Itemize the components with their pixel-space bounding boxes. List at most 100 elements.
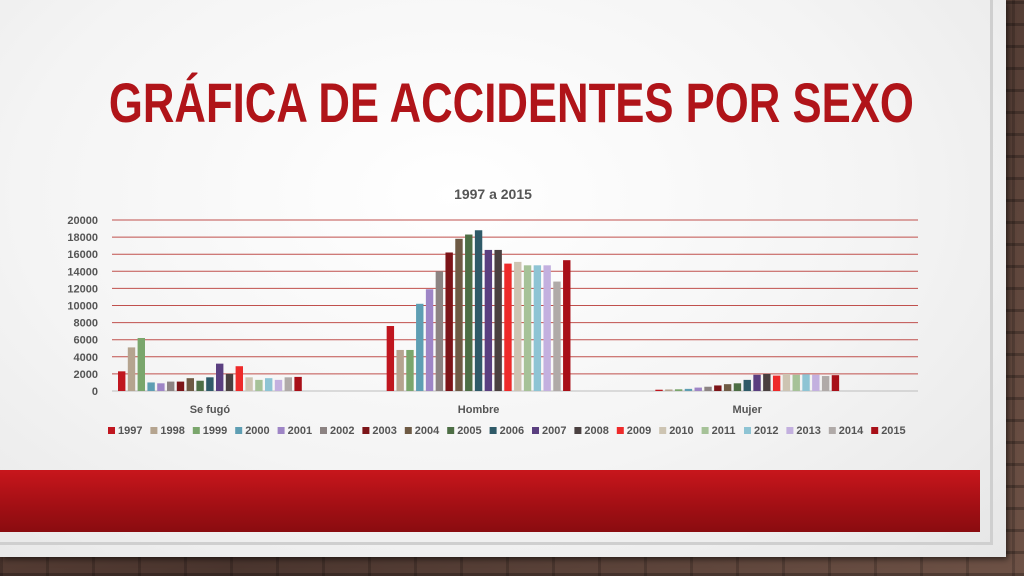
bar-2004-hombre (455, 238, 463, 391)
bar-2014-se-fugó (284, 377, 292, 391)
bars (118, 230, 840, 391)
bar-2009-se-fugó (235, 366, 243, 391)
y-tick-label: 16000 (67, 249, 98, 261)
bar-2013-hombre (543, 265, 551, 391)
y-tick-label: 18000 (67, 232, 98, 244)
y-tick-label: 14000 (67, 266, 98, 278)
legend-label: 2003 (372, 425, 396, 437)
bar-1999-hombre (406, 349, 414, 391)
x-category-label: Mujer (733, 404, 763, 416)
legend-label: 2012 (754, 425, 778, 437)
bar-2000-se-fugó (147, 382, 155, 391)
bar-2006-se-fugó (206, 377, 214, 391)
legend-label: 2000 (245, 425, 269, 437)
bar-2013-se-fugó (274, 379, 283, 391)
bar-2005-hombre (465, 234, 473, 391)
chart-title: 1997 a 2015 (454, 186, 532, 202)
bar-2003-hombre (445, 252, 453, 391)
bar-2011-se-fugó (255, 379, 263, 391)
legend-swatch (616, 427, 624, 434)
bar-2010-hombre (514, 261, 522, 391)
y-tick-label: 12000 (67, 283, 98, 295)
legend-swatch (447, 427, 455, 434)
bar-2001-hombre (425, 289, 434, 391)
bar-2001-mujer (694, 387, 702, 391)
bar-2007-hombre (484, 249, 493, 391)
legend-swatch (404, 427, 412, 434)
bar-2006-mujer (743, 379, 751, 391)
bar-2005-mujer (733, 383, 742, 391)
legend-swatch (320, 427, 327, 434)
legend-label: 1999 (203, 425, 227, 437)
legend-label: 2008 (584, 425, 608, 437)
y-tick-label: 0 (92, 386, 98, 398)
bar-2003-se-fugó (176, 381, 185, 391)
bar-2002-mujer (704, 386, 712, 391)
legend-swatch (532, 427, 539, 434)
legend-swatch (192, 427, 200, 434)
bar-1999-mujer (674, 389, 683, 391)
bar-2003-mujer (714, 385, 722, 391)
legend-label: 2004 (415, 425, 440, 437)
bar-1998-se-fugó (127, 347, 136, 391)
bar-2002-se-fugó (167, 381, 175, 391)
bar-2012-mujer (802, 374, 810, 391)
legend: 1997 1998 1999 2000 2001 2002 2003 2004 2005 2006… (108, 425, 906, 437)
legend-swatch (871, 427, 879, 434)
bar-2009-mujer (772, 375, 781, 391)
bar-2011-hombre (523, 265, 532, 391)
legend-label: 2013 (796, 425, 820, 437)
slide-title: GRÁFICA DE ACCIDENTES POR SEXO (108, 71, 914, 134)
x-category-label: Se fugó (190, 404, 231, 416)
legend-swatch (786, 427, 794, 434)
y-tick-label: 20000 (67, 215, 98, 227)
legend-label: 2006 (500, 425, 524, 437)
slide: GRÁFICA DE ACCIDENTES POR SEXO (0, 0, 1006, 557)
bar-1997-mujer (655, 389, 663, 391)
x-category-label: Hombre (458, 404, 500, 416)
legend-swatch (828, 427, 836, 434)
bar-2005-se-fugó (196, 380, 204, 391)
bar-2007-mujer (753, 374, 761, 391)
legend-swatch (150, 427, 158, 434)
bar-2000-mujer (684, 388, 693, 391)
footer-red-band (0, 470, 980, 532)
legend-label: 1998 (160, 425, 184, 437)
legend-swatch (235, 427, 243, 434)
bar-2006-hombre (474, 230, 483, 391)
legend-swatch (659, 427, 667, 434)
y-tick-label: 10000 (67, 301, 98, 313)
bar-2009-hombre (504, 263, 512, 391)
legend-label: 2001 (288, 425, 312, 437)
bar-1998-hombre (396, 349, 404, 391)
bar-1997-hombre (386, 326, 395, 391)
legend-swatch (744, 427, 751, 434)
bar-2007-se-fugó (216, 363, 224, 391)
bar-2011-mujer (792, 374, 800, 391)
bar-2002-hombre (435, 271, 444, 391)
bar-2008-hombre (494, 249, 502, 391)
legend-label: 2015 (881, 425, 905, 437)
legend-label: 2002 (330, 425, 354, 437)
bar-2008-mujer (763, 373, 771, 391)
legend-label: 1997 (118, 425, 142, 437)
bar-2010-se-fugó (245, 377, 253, 391)
legend-label: 2011 (712, 425, 736, 437)
bar-2008-se-fugó (225, 373, 234, 391)
y-tick-label: 8000 (74, 318, 98, 330)
legend-label: 2009 (627, 425, 651, 437)
bar-1997-se-fugó (118, 371, 126, 391)
legend-label: 2010 (669, 425, 693, 437)
legend-swatch (277, 427, 285, 434)
bar-2000-hombre (416, 303, 424, 391)
legend-label: 2005 (457, 425, 481, 437)
bar-2012-se-fugó (265, 378, 273, 391)
legend-swatch (489, 427, 497, 434)
bar-2015-mujer (831, 375, 840, 391)
y-tick-label: 4000 (74, 352, 98, 364)
bar-2015-se-fugó (294, 376, 302, 391)
bar-2013-mujer (812, 374, 820, 391)
x-axis: Se fugó Hombre Mujer (190, 404, 763, 416)
bar-2014-hombre (553, 281, 561, 391)
bar-2004-mujer (723, 384, 732, 391)
